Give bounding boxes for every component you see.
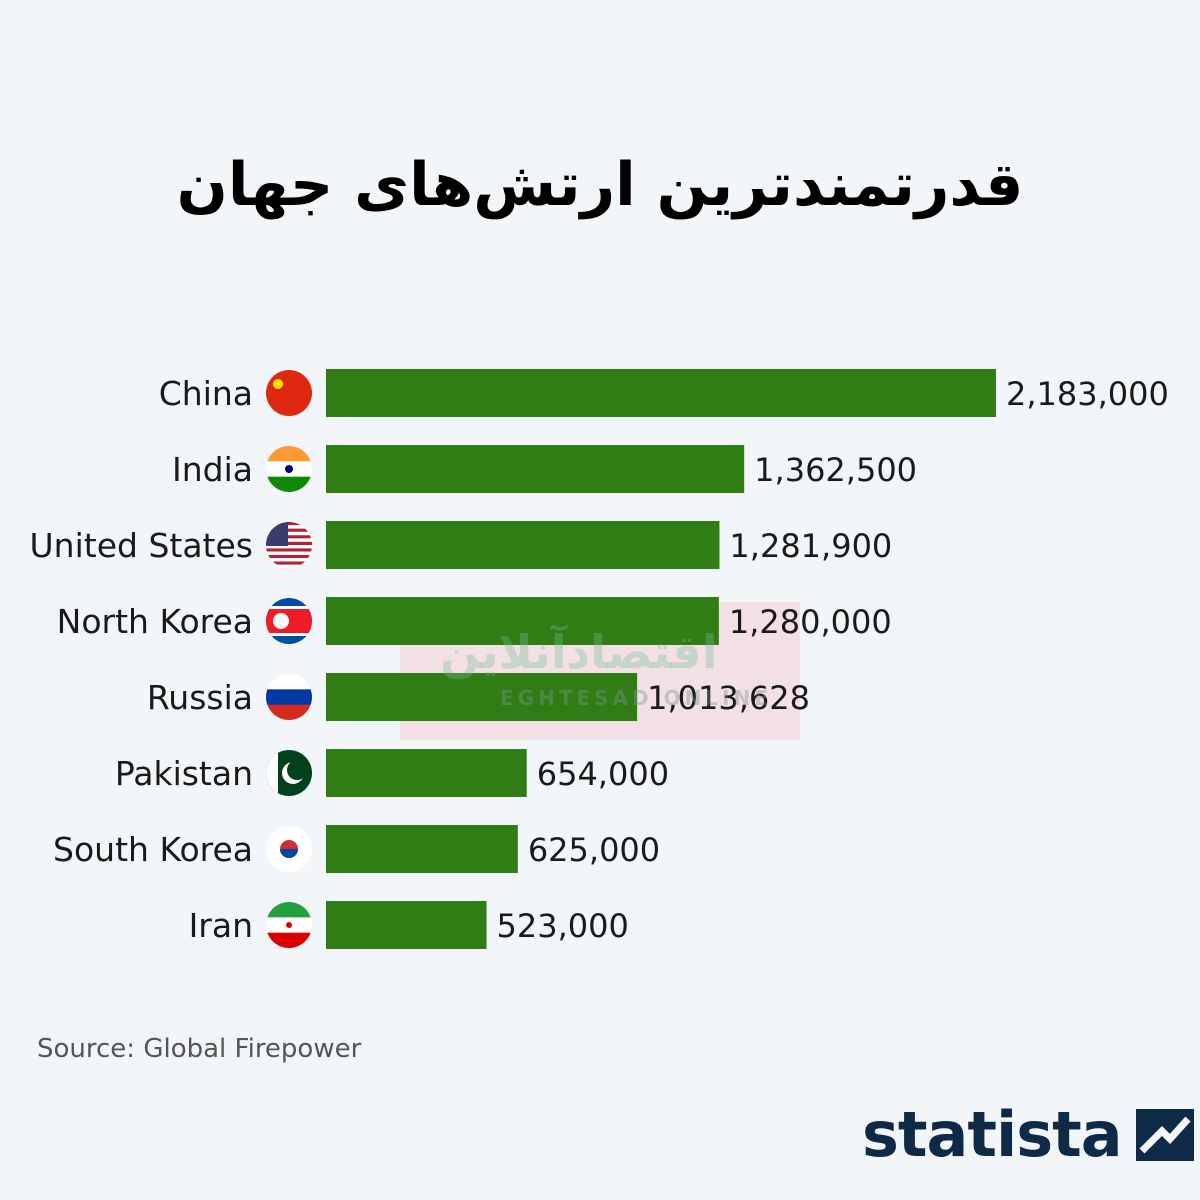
- india-flag-icon: [266, 446, 312, 492]
- category-label: Russia: [147, 678, 253, 717]
- iran-flag-icon: [266, 902, 312, 948]
- category-label: India: [172, 450, 253, 489]
- watermark-text: اقتصادآنلاین: [440, 625, 718, 679]
- logo-text: statista: [862, 1098, 1123, 1171]
- value-label: 1,281,900: [729, 527, 892, 565]
- watermark-subtext: EGHTESAD ONLINE: [500, 686, 772, 710]
- category-label: Pakistan: [115, 754, 253, 793]
- bar: [326, 521, 720, 569]
- source-note: Source: Global Firepower: [37, 1034, 362, 1064]
- bar: [326, 597, 719, 645]
- bar: [326, 825, 518, 873]
- category-label: North Korea: [57, 602, 253, 641]
- value-label: 2,183,000: [1006, 375, 1169, 413]
- south-korea-flag-icon: [266, 826, 312, 872]
- value-label: 523,000: [497, 907, 629, 945]
- category-label: United States: [30, 526, 253, 565]
- value-label: 625,000: [528, 831, 660, 869]
- category-label: China: [159, 374, 253, 413]
- bar: [326, 445, 745, 493]
- statista-logo-icon: [1135, 1108, 1194, 1161]
- value-label: 1,280,000: [729, 603, 892, 641]
- value-label: 1,013,628: [647, 679, 810, 717]
- category-label: Iran: [189, 906, 253, 945]
- russia-flag-icon: [266, 674, 312, 720]
- category-label: South Korea: [53, 830, 253, 869]
- bar: [326, 369, 996, 417]
- pakistan-flag-icon: [266, 750, 312, 796]
- bar: [326, 749, 527, 797]
- value-label: 1,362,500: [754, 451, 917, 489]
- china-flag-icon: [266, 370, 312, 416]
- chart-title: قدرتمندترین ارتش‌های جهان: [176, 150, 1024, 220]
- bar: [326, 673, 638, 721]
- statista-logo: statista: [862, 1098, 1194, 1171]
- bar: [326, 901, 487, 949]
- united-states-flag-icon: [266, 522, 312, 568]
- value-label: 654,000: [537, 755, 669, 793]
- north-korea-flag-icon: [266, 598, 312, 644]
